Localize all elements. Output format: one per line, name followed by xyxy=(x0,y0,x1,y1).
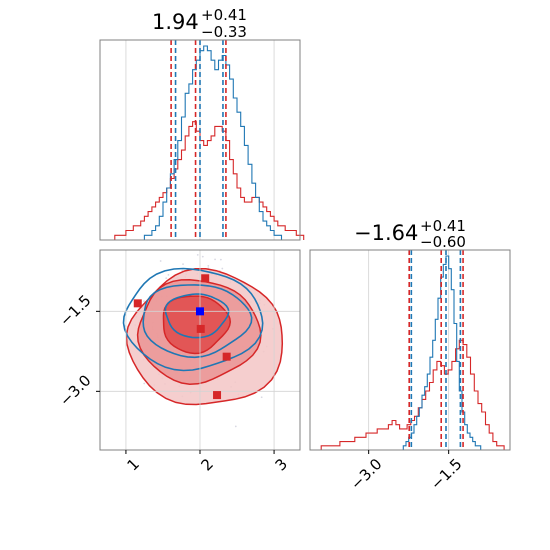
sample-point xyxy=(159,260,162,262)
panel-1-frame xyxy=(99,39,301,241)
y-axis-2d-tick-label-1: −1.5 xyxy=(56,291,94,329)
contour-red-0 xyxy=(162,295,232,355)
histogram-panel-param-2: −3.0 −1.5 xyxy=(309,249,511,493)
sample-point xyxy=(260,396,263,399)
contour-blue-0 xyxy=(164,293,230,339)
red-square-marker-4 xyxy=(213,391,222,400)
hist-red-param-1 xyxy=(103,121,305,241)
title-param-1-upper: +0.41 xyxy=(201,6,247,24)
red-square-marker-1 xyxy=(133,299,142,308)
title-param-1-lower: −0.33 xyxy=(201,23,247,41)
title-param-2-lower: −0.60 xyxy=(420,233,466,251)
y-axis-2d-tick-label-0: −3.0 xyxy=(56,371,94,409)
sample-point xyxy=(165,277,168,280)
red-square-marker-2 xyxy=(196,324,205,333)
hist-blue-param-2 xyxy=(398,255,484,451)
title-param-1-median: 1.94 xyxy=(152,10,199,34)
sample-point xyxy=(234,425,237,428)
x-axis-2d-tick-label-1: 2 xyxy=(197,455,216,474)
scatter-panel-2d: −3.0 −1.5 1 2 3 xyxy=(56,249,301,474)
title-param-1: 1.94 +0.41 −0.33 xyxy=(152,6,247,41)
histogram-panel-param-1 xyxy=(99,39,305,241)
sample-point xyxy=(201,255,204,258)
sample-point xyxy=(182,263,184,265)
scatter-2d-content xyxy=(100,250,300,450)
x-axis-param-2-tick-label-0: −3.0 xyxy=(347,455,385,493)
sample-point xyxy=(143,382,146,385)
sample-point xyxy=(219,258,222,261)
panel-2-frame xyxy=(309,249,511,451)
contour-blue-1 xyxy=(142,284,253,359)
sample-point xyxy=(214,258,216,261)
title-param-2: −1.64 +0.41 −0.60 xyxy=(354,217,466,251)
sample-point xyxy=(167,274,170,276)
title-param-2-median: −1.64 xyxy=(354,221,418,245)
x-axis-param-2-tick-label-1: −1.5 xyxy=(427,455,465,493)
sample-point xyxy=(221,267,224,270)
hist-blue-param-1 xyxy=(140,45,289,241)
x-axis-2d-tick-label-2: 3 xyxy=(272,455,291,474)
red-square-marker-0 xyxy=(201,274,210,283)
x-axis-2d-tick-label-0: 1 xyxy=(123,455,142,474)
truth-marker xyxy=(196,307,204,316)
sample-point xyxy=(143,300,145,303)
red-square-marker-3 xyxy=(222,352,231,361)
sample-point xyxy=(207,265,210,267)
title-param-2-upper: +0.41 xyxy=(420,217,466,235)
sample-point xyxy=(196,253,199,256)
